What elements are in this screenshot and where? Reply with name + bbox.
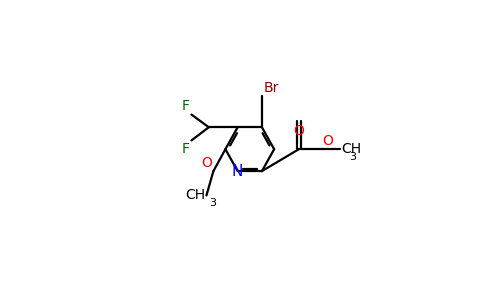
Text: O: O bbox=[201, 156, 212, 170]
Text: O: O bbox=[322, 134, 333, 148]
Text: 3: 3 bbox=[349, 152, 356, 162]
Text: Br: Br bbox=[264, 81, 279, 95]
Text: CH: CH bbox=[185, 188, 205, 203]
Text: CH: CH bbox=[341, 142, 361, 156]
Text: N: N bbox=[232, 164, 243, 178]
Text: 3: 3 bbox=[209, 198, 216, 208]
Text: F: F bbox=[182, 142, 190, 156]
Text: O: O bbox=[293, 124, 304, 138]
Text: F: F bbox=[182, 99, 190, 113]
